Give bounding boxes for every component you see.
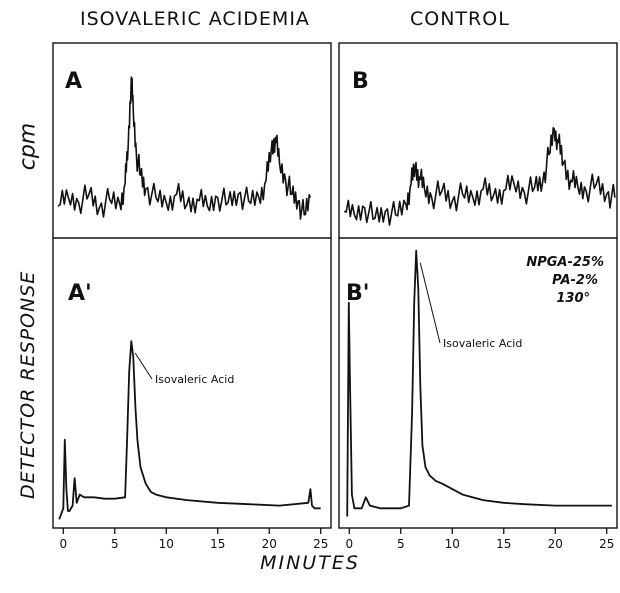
x-tick-label: 20: [548, 537, 563, 551]
x-tick-label: 0: [59, 537, 67, 551]
panel-label-a-prime: A': [68, 281, 92, 306]
annotation-isovaleric-acid: Isovaleric Acid: [443, 337, 522, 350]
condition-line-2: PA-2%: [552, 273, 598, 288]
x-tick-label: 20: [262, 537, 277, 551]
panel-label-b: B: [352, 69, 369, 94]
x-tick-label: 25: [313, 537, 328, 551]
x-tick-label: 0: [345, 537, 353, 551]
panel-label-a: A: [65, 69, 82, 94]
x-tick-label: 15: [496, 537, 511, 551]
frame-right: [338, 42, 618, 529]
series-line-b: [343, 127, 616, 226]
x-tick-label: 10: [445, 537, 460, 551]
condition-line-1: NPGA-25%: [526, 255, 604, 270]
x-tick-label: 15: [210, 537, 225, 551]
series-line-b-prime: [346, 249, 612, 517]
x-tick-label: 5: [397, 537, 405, 551]
x-tick-label: 25: [599, 537, 614, 551]
annotation-leader: [419, 262, 441, 344]
x-axis-label: MINUTES: [260, 552, 360, 574]
annotation-leader: [134, 352, 153, 380]
series-line-a: [57, 76, 312, 220]
panel-label-b-prime: B': [346, 281, 370, 306]
x-tick-label: 10: [159, 537, 174, 551]
frame-left: [52, 42, 332, 529]
annotation-isovaleric-acid: Isovaleric Acid: [155, 373, 234, 386]
x-tick-label: 5: [111, 537, 119, 551]
right-column-title: CONTROL: [410, 8, 510, 30]
left-column-title: ISOVALERIC ACIDEMIA: [80, 8, 310, 30]
condition-line-3: 130°: [556, 291, 590, 306]
series-line-a-prime: [58, 340, 321, 520]
